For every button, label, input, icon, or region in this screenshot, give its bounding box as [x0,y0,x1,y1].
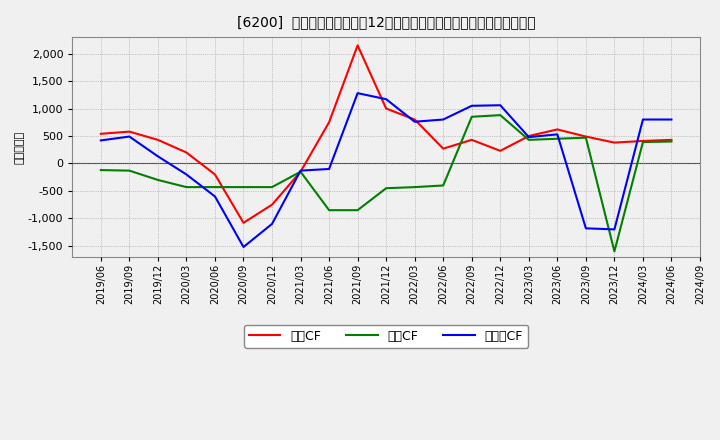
投資CF [325,208,333,213]
投資CF [639,139,647,145]
営業CF [467,137,476,143]
営業CF [354,43,362,48]
営業CF [667,137,676,143]
営業CF [153,137,162,143]
営業CF [524,133,533,139]
投資CF [467,114,476,119]
フリーCF [524,135,533,140]
フリーCF [553,132,562,137]
投資CF [439,183,448,188]
投資CF [382,186,390,191]
フリーCF [582,226,590,231]
投資CF [211,184,220,190]
営業CF [96,131,105,136]
営業CF [610,140,618,145]
フリーCF [354,91,362,96]
フリーCF [296,168,305,173]
Y-axis label: （百万円）: （百万円） [15,130,25,164]
フリーCF [268,221,276,227]
フリーCF [211,194,220,199]
投資CF [125,168,134,173]
投資CF [96,168,105,173]
フリーCF [439,117,448,122]
営業CF [410,117,419,122]
フリーCF [239,244,248,249]
投資CF [667,139,676,144]
営業CF [439,146,448,151]
フリーCF [96,138,105,143]
投資CF [182,184,191,190]
投資CF [496,113,505,118]
投資CF [524,137,533,143]
営業CF [211,172,220,177]
フリーCF [325,166,333,172]
営業CF [182,150,191,155]
フリーCF [467,103,476,108]
フリーCF [639,117,647,122]
営業CF [325,120,333,125]
営業CF [296,169,305,174]
投資CF [268,184,276,190]
フリーCF [125,134,134,139]
Title: [6200]  キャッシュフローの12か月移動合計の対前年同期増減額の推移: [6200] キャッシュフローの12か月移動合計の対前年同期増減額の推移 [237,15,536,29]
フリーCF [410,119,419,125]
投資CF [354,208,362,213]
営業CF [382,106,390,111]
投資CF [296,169,305,174]
営業CF [582,134,590,139]
Line: フリーCF: フリーCF [101,93,672,247]
投資CF [553,136,562,141]
投資CF [410,184,419,190]
営業CF [496,148,505,154]
Legend: 営業CF, 投資CF, フリーCF: 営業CF, 投資CF, フリーCF [244,325,528,348]
投資CF [239,184,248,190]
投資CF [582,135,590,140]
営業CF [268,202,276,207]
フリーCF [496,103,505,108]
フリーCF [153,154,162,159]
フリーCF [182,172,191,177]
Line: 投資CF: 投資CF [101,115,672,251]
投資CF [153,177,162,183]
Line: 営業CF: 営業CF [101,45,672,223]
営業CF [639,138,647,143]
営業CF [239,220,248,225]
フリーCF [610,227,618,232]
投資CF [610,249,618,254]
フリーCF [382,96,390,102]
フリーCF [667,117,676,122]
営業CF [553,127,562,132]
営業CF [125,129,134,134]
